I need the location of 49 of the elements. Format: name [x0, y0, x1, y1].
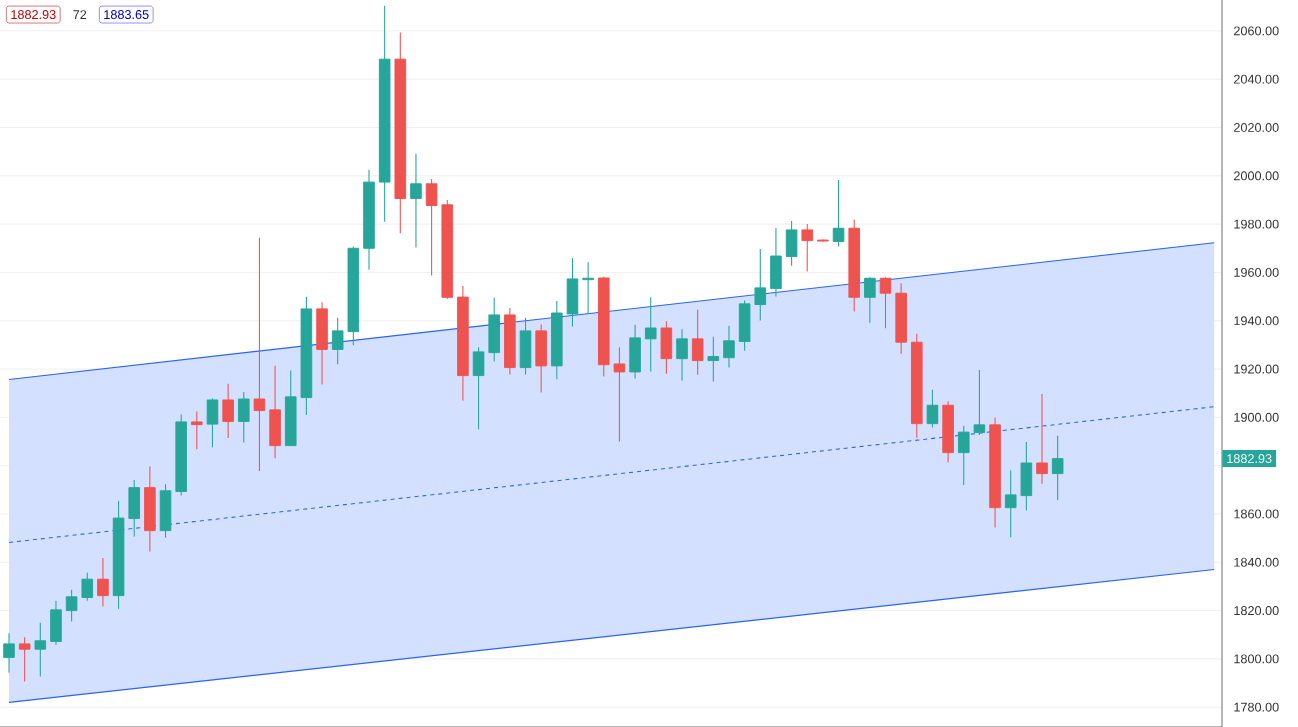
- y-tick-label: 2020.00: [1234, 123, 1279, 132]
- y-tick-label: 2040.00: [1234, 74, 1279, 84]
- y-tick-label: 2060.00: [1234, 26, 1279, 36]
- candlestick: [926, 389, 939, 429]
- candlestick: [472, 346, 485, 430]
- candlestick: [707, 336, 720, 383]
- candlestick: [879, 276, 892, 329]
- candlestick: [723, 325, 735, 369]
- candlestick: [3, 632, 15, 674]
- candlestick: [644, 296, 657, 372]
- y-tick-label: 2000.00: [1234, 171, 1279, 181]
- candlestick: [425, 178, 438, 277]
- candlestick: [331, 317, 344, 365]
- y-tick-label: 1780.00: [1234, 702, 1279, 712]
- y-tick-label: 1820.00: [1234, 606, 1279, 616]
- candlestick: [801, 223, 814, 272]
- y-tick-label: 1960.00: [1234, 267, 1279, 277]
- candlestick: [691, 309, 704, 376]
- candlestick: [957, 425, 970, 486]
- candlestick: [864, 276, 876, 324]
- candlestick: [65, 589, 78, 622]
- candlestick: [676, 328, 688, 382]
- candlestick: [191, 411, 203, 450]
- candlestick: [754, 248, 767, 322]
- candlestick: [1051, 435, 1064, 501]
- y-tick-label: 1920.00: [1234, 364, 1279, 374]
- y-tick-label: 1940.00: [1234, 316, 1279, 326]
- y-tick-label: 1860.00: [1234, 509, 1279, 519]
- candlestick: [81, 572, 94, 602]
- y-tick-label: 1980.00: [1234, 219, 1279, 229]
- candlestick: [18, 636, 31, 683]
- candlestick: [832, 179, 845, 248]
- candlestick: [1036, 393, 1048, 485]
- y-tick-label: 1840.00: [1234, 557, 1279, 567]
- candlestick: [973, 369, 986, 436]
- text: 1882.93: [1227, 454, 1272, 464]
- candlestick: [97, 557, 109, 607]
- annotation: 72: [73, 10, 87, 19]
- candlestick: [253, 237, 266, 472]
- candlestick: [222, 383, 234, 439]
- annotation: 1883.65: [104, 10, 149, 20]
- y-tick-label: 1800.00: [1234, 654, 1279, 664]
- annotation: 1882.93: [11, 10, 56, 20]
- y-tick-label: 1900.00: [1234, 412, 1279, 422]
- candlestick: [410, 153, 422, 249]
- candlestick: [238, 391, 250, 443]
- candlestick: [34, 622, 47, 678]
- candlestick: [613, 346, 626, 443]
- candlestick: [1004, 469, 1017, 538]
